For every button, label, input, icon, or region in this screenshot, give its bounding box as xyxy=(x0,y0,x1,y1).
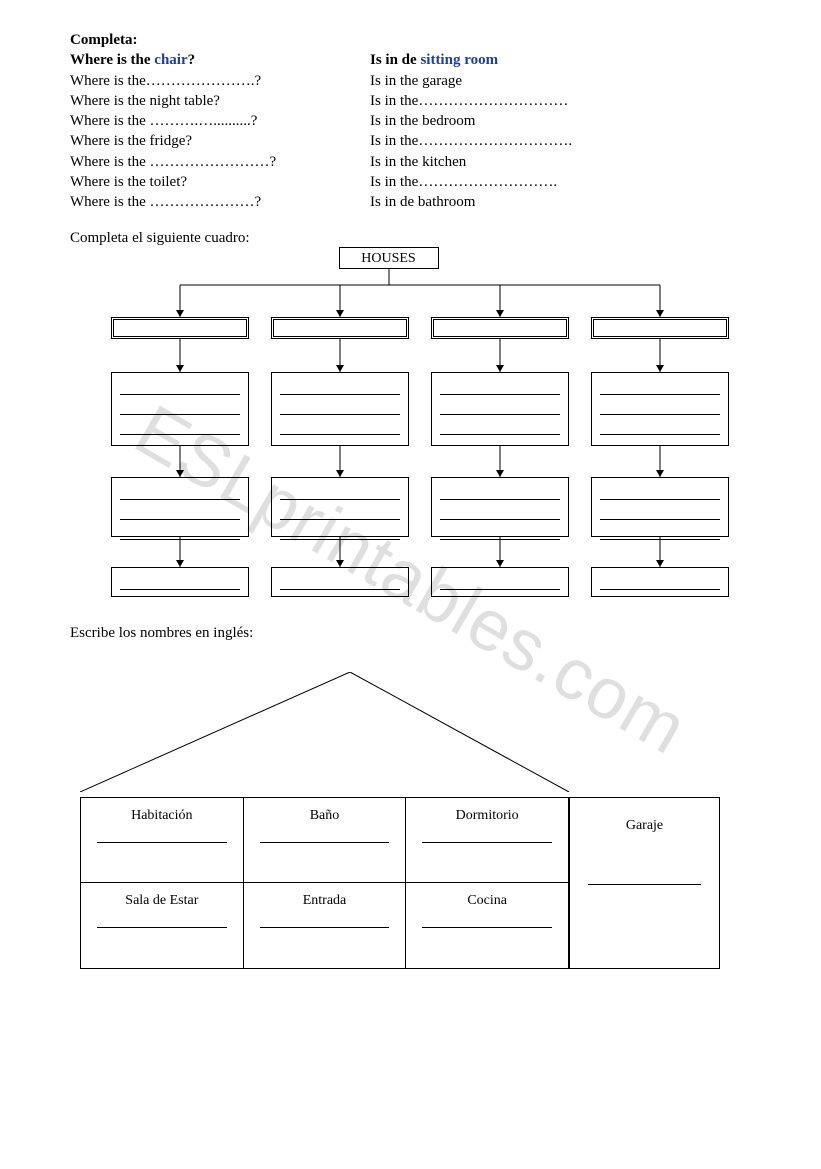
root-box: HOUSES xyxy=(339,247,439,269)
answers-column: Is in de sitting room Is in the garage I… xyxy=(370,50,751,212)
q7: Where is the …………………? xyxy=(70,192,370,212)
q6: Where is the toilet? xyxy=(70,172,370,192)
write-line[interactable] xyxy=(280,379,400,395)
write-line[interactable] xyxy=(600,574,720,590)
category-box xyxy=(271,317,409,339)
write-line[interactable] xyxy=(260,842,390,843)
write-line[interactable] xyxy=(260,927,390,928)
list-box xyxy=(591,477,729,537)
write-line[interactable] xyxy=(440,419,560,435)
section3-label: Escribe los nombres en inglés: xyxy=(70,625,751,642)
small-box xyxy=(111,567,249,597)
write-line[interactable] xyxy=(280,574,400,590)
a7: Is in de bathroom xyxy=(370,192,751,212)
write-line[interactable] xyxy=(600,419,720,435)
question-example: Where is the chair? xyxy=(70,50,370,70)
list-box xyxy=(111,477,249,537)
cell-sala: Sala de Estar xyxy=(81,883,244,968)
write-line[interactable] xyxy=(97,927,227,928)
write-line[interactable] xyxy=(440,379,560,395)
write-line[interactable] xyxy=(440,504,560,520)
write-line[interactable] xyxy=(440,524,560,540)
write-line[interactable] xyxy=(120,379,240,395)
write-line[interactable] xyxy=(120,504,240,520)
write-line[interactable] xyxy=(280,504,400,520)
a5: Is in the kitchen xyxy=(370,152,751,172)
answer-example: Is in de sitting room xyxy=(370,50,751,70)
write-line[interactable] xyxy=(422,842,552,843)
cell-habitacion: Habitación xyxy=(81,798,244,883)
exercise-completa: Completa: Where is the chair? Where is t… xyxy=(70,30,751,212)
write-line[interactable] xyxy=(120,399,240,415)
list-box xyxy=(431,372,569,446)
small-box xyxy=(271,567,409,597)
section2-label: Completa el siguiente cuadro: xyxy=(70,230,751,247)
write-line[interactable] xyxy=(600,524,720,540)
q1: Where is the………………….? xyxy=(70,71,370,91)
category-box xyxy=(591,317,729,339)
q5: Where is the ……………………? xyxy=(70,152,370,172)
write-line[interactable] xyxy=(440,484,560,500)
a6: Is in the………………………. xyxy=(370,172,751,192)
write-line[interactable] xyxy=(422,927,552,928)
q4: Where is the fridge? xyxy=(70,131,370,151)
cell-bano: Baño xyxy=(244,798,407,883)
house-body: Habitación Baño Dormitorio Sala de Estar… xyxy=(80,797,720,969)
list-box xyxy=(111,372,249,446)
write-line[interactable] xyxy=(440,574,560,590)
write-line[interactable] xyxy=(97,842,227,843)
a4: Is in the…………………………. xyxy=(370,131,751,151)
write-line[interactable] xyxy=(280,524,400,540)
write-line[interactable] xyxy=(600,484,720,500)
cell-entrada: Entrada xyxy=(244,883,407,968)
write-line[interactable] xyxy=(120,524,240,540)
list-box xyxy=(431,477,569,537)
house-figure: Habitación Baño Dormitorio Sala de Estar… xyxy=(80,672,720,969)
completa-label: Completa: xyxy=(70,30,751,50)
small-box xyxy=(591,567,729,597)
category-box xyxy=(111,317,249,339)
questions-column: Where is the chair? Where is the………………….… xyxy=(70,50,370,212)
q2: Where is the night table? xyxy=(70,91,370,111)
write-line[interactable] xyxy=(280,484,400,500)
write-line[interactable] xyxy=(280,419,400,435)
write-line[interactable] xyxy=(600,399,720,415)
small-box xyxy=(431,567,569,597)
write-line[interactable] xyxy=(280,399,400,415)
write-line[interactable] xyxy=(120,574,240,590)
cell-dormitorio: Dormitorio xyxy=(406,798,569,883)
category-box xyxy=(431,317,569,339)
q3: Where is the ……….…..........? xyxy=(70,111,370,131)
write-line[interactable] xyxy=(120,419,240,435)
house-grid: Habitación Baño Dormitorio Sala de Estar… xyxy=(81,798,569,968)
write-line[interactable] xyxy=(120,484,240,500)
list-box xyxy=(591,372,729,446)
write-line[interactable] xyxy=(600,379,720,395)
two-columns: Where is the chair? Where is the………………….… xyxy=(70,50,751,212)
write-line[interactable] xyxy=(600,504,720,520)
houses-diagram: HOUSES xyxy=(71,247,751,607)
cell-garaje: Garaje xyxy=(569,798,719,968)
write-line[interactable] xyxy=(588,884,701,885)
a3: Is in the bedroom xyxy=(370,111,751,131)
write-line[interactable] xyxy=(440,399,560,415)
a2: Is in the………………………… xyxy=(370,91,751,111)
list-box xyxy=(271,477,409,537)
house-roof xyxy=(80,672,720,792)
cell-cocina: Cocina xyxy=(406,883,569,968)
list-box xyxy=(271,372,409,446)
a1: Is in the garage xyxy=(370,71,751,91)
